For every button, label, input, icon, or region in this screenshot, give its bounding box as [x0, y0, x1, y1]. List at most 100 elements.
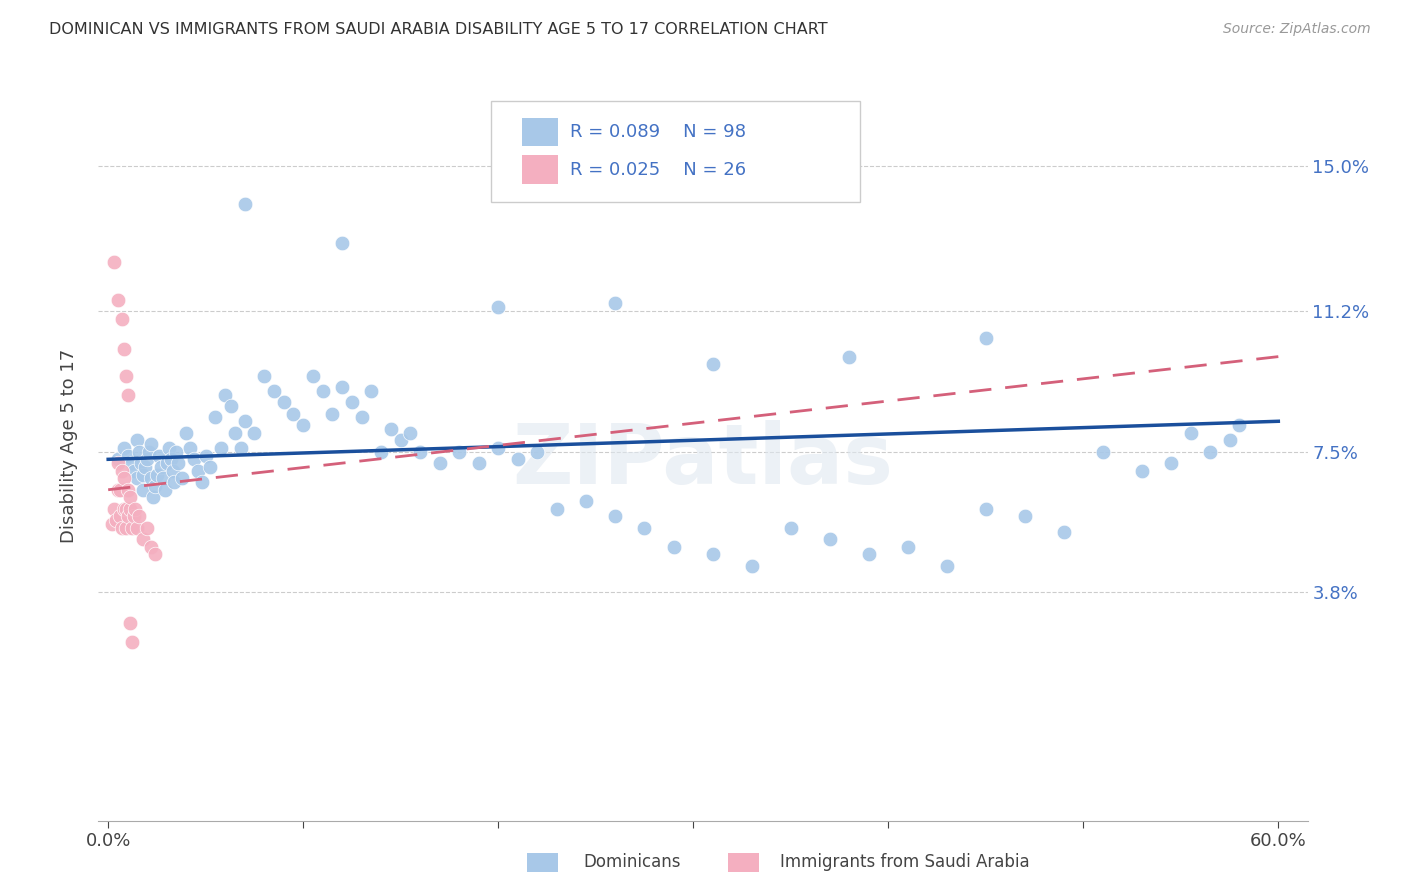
- Point: [163, 475, 186, 490]
- Point: [153, 483, 176, 497]
- Point: [138, 444, 160, 458]
- Point: [118, 491, 141, 505]
- Text: Immigrants from Saudi Arabia: Immigrants from Saudi Arabia: [780, 853, 1031, 871]
- Point: [1219, 434, 1241, 448]
- Point: [292, 418, 315, 433]
- Point: [124, 501, 146, 516]
- Point: [117, 387, 139, 401]
- Point: [253, 368, 276, 383]
- Point: [112, 441, 135, 455]
- Point: [136, 521, 159, 535]
- Point: [233, 197, 256, 211]
- Point: [302, 368, 325, 383]
- Point: [243, 425, 266, 440]
- Point: [779, 521, 801, 535]
- Point: [108, 509, 131, 524]
- Point: [132, 483, 155, 497]
- Point: [172, 471, 194, 485]
- Point: [122, 464, 145, 478]
- Point: [486, 300, 509, 314]
- Point: [132, 532, 155, 546]
- Point: [103, 254, 125, 268]
- Point: [139, 437, 162, 451]
- Point: [198, 459, 221, 474]
- Point: [159, 452, 181, 467]
- Point: [429, 456, 451, 470]
- Point: [118, 501, 141, 516]
- Point: [127, 471, 149, 485]
- Point: [121, 456, 143, 470]
- Point: [132, 467, 155, 482]
- Point: [117, 449, 139, 463]
- Point: [321, 407, 343, 421]
- Point: [157, 441, 180, 455]
- Point: [526, 444, 548, 458]
- Point: [838, 350, 860, 364]
- Point: [204, 410, 226, 425]
- Point: [111, 464, 134, 478]
- Point: [467, 456, 489, 470]
- Point: [506, 452, 529, 467]
- Point: [156, 456, 179, 470]
- Point: [134, 459, 156, 474]
- Text: R = 0.025    N = 26: R = 0.025 N = 26: [569, 161, 747, 178]
- Point: [1227, 418, 1250, 433]
- FancyBboxPatch shape: [522, 155, 558, 184]
- Point: [897, 540, 920, 554]
- Point: [273, 395, 295, 409]
- Point: [702, 548, 724, 562]
- Point: [187, 464, 209, 478]
- Point: [605, 296, 627, 310]
- Point: [179, 441, 201, 455]
- Point: [167, 456, 190, 470]
- Point: [103, 501, 125, 516]
- Point: [174, 425, 197, 440]
- FancyBboxPatch shape: [527, 853, 558, 872]
- Point: [162, 464, 184, 478]
- Point: [974, 330, 997, 344]
- Point: [131, 456, 153, 470]
- Point: [224, 425, 246, 440]
- FancyBboxPatch shape: [728, 853, 759, 872]
- Point: [165, 444, 187, 458]
- Text: Source: ZipAtlas.com: Source: ZipAtlas.com: [1223, 22, 1371, 37]
- Point: [214, 387, 236, 401]
- Point: [139, 540, 162, 554]
- Point: [112, 501, 135, 516]
- Point: [486, 441, 509, 455]
- Point: [112, 471, 135, 485]
- Point: [194, 449, 217, 463]
- Point: [127, 434, 149, 448]
- Point: [974, 501, 997, 516]
- FancyBboxPatch shape: [522, 118, 558, 146]
- Point: [143, 479, 166, 493]
- Point: [117, 483, 139, 497]
- Point: [149, 459, 172, 474]
- Point: [233, 414, 256, 428]
- Point: [128, 509, 150, 524]
- Point: [209, 441, 232, 455]
- Point: [114, 501, 136, 516]
- Point: [104, 513, 127, 527]
- Point: [183, 452, 205, 467]
- Point: [389, 434, 412, 448]
- Point: [142, 491, 165, 505]
- Point: [143, 548, 166, 562]
- Point: [114, 368, 136, 383]
- Point: [136, 452, 159, 467]
- Point: [1014, 509, 1036, 524]
- Point: [121, 521, 143, 535]
- Point: [108, 483, 131, 497]
- Point: [1053, 524, 1076, 539]
- Point: [114, 521, 136, 535]
- Point: [605, 509, 627, 524]
- FancyBboxPatch shape: [492, 102, 860, 202]
- Point: [283, 407, 305, 421]
- Point: [263, 384, 285, 398]
- Point: [107, 456, 129, 470]
- Point: [633, 521, 655, 535]
- Text: Dominicans: Dominicans: [583, 853, 681, 871]
- Point: [148, 449, 170, 463]
- Point: [409, 444, 432, 458]
- Point: [152, 471, 174, 485]
